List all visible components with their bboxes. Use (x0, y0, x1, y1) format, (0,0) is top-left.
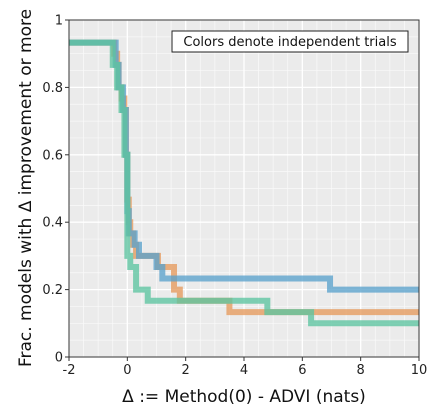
y-tick-label: 0.4 (42, 216, 63, 231)
x-tick-label: 2 (182, 363, 190, 378)
y-axis-label: Frac. models with Δ improvement or more (16, 9, 36, 367)
annotation-box: Colors denote independent trials (171, 30, 409, 53)
y-tick-label: 1 (55, 14, 63, 29)
x-axis-label: Δ := Method(0) - ADVI (nats) (122, 387, 366, 407)
x-tick-label: 8 (357, 363, 365, 378)
x-axis: -2 0 2 4 6 8 10 (63, 357, 428, 378)
y-tick-label: 0.8 (42, 81, 63, 96)
series-line-3 (69, 39, 419, 327)
y-tick-label: 0.6 (42, 148, 63, 163)
y-tick-label: 0 (55, 351, 63, 366)
x-tick-label: 10 (411, 363, 428, 378)
series-layer (69, 39, 419, 327)
x-tick-label: 4 (240, 363, 248, 378)
x-tick-label: -2 (63, 363, 76, 378)
x-tick-label: 6 (298, 363, 306, 378)
y-tick-label: 0.2 (42, 283, 63, 298)
y-axis: 0 0.2 0.4 0.6 0.8 1 (42, 14, 69, 366)
x-tick-label: 0 (123, 363, 131, 378)
annotation-text: Colors denote independent trials (183, 35, 396, 50)
